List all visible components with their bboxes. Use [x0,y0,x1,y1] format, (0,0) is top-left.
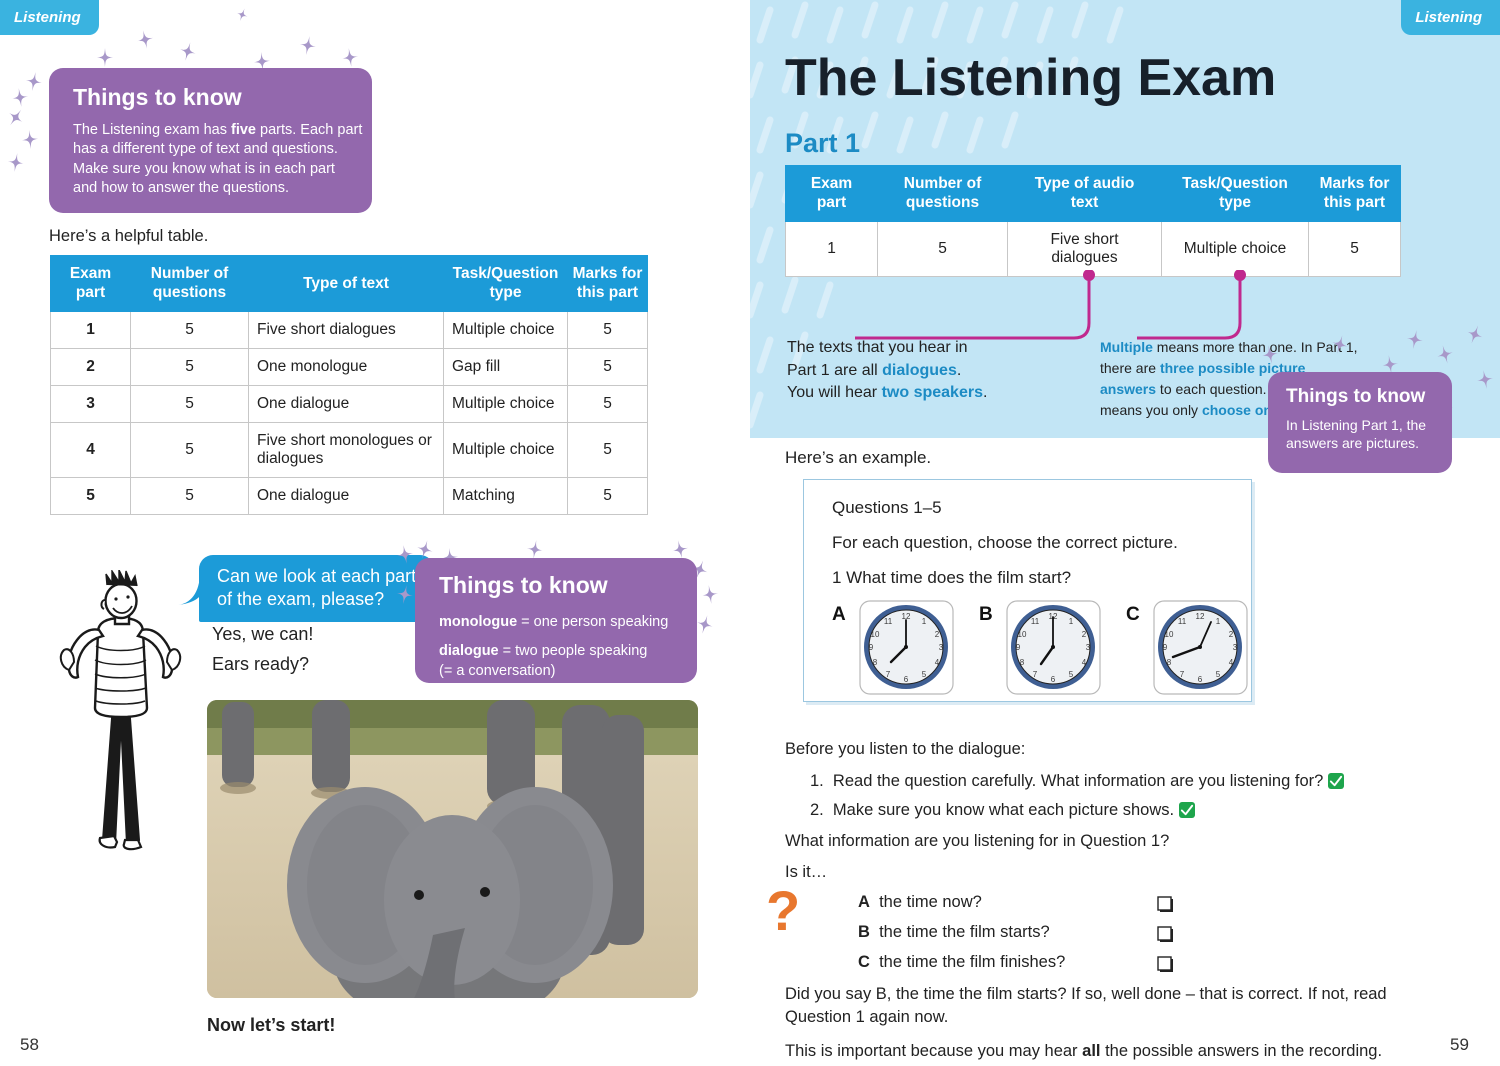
svg-text:?: ? [766,882,800,942]
svg-text:5: 5 [1069,670,1074,679]
svg-text:9: 9 [1163,643,1168,652]
svg-text:11: 11 [1031,617,1040,626]
svg-text:4: 4 [1082,658,1087,667]
svg-text:1: 1 [922,617,927,626]
svg-text:6: 6 [1198,675,1203,684]
svg-text:3: 3 [1086,643,1091,652]
svg-text:6: 6 [1051,675,1056,684]
svg-text:2: 2 [935,630,940,639]
svg-text:12: 12 [1196,612,1205,621]
svg-text:9: 9 [1016,643,1021,652]
svg-text:4: 4 [1229,658,1234,667]
svg-text:7: 7 [1180,670,1185,679]
svg-text:7: 7 [1033,670,1038,679]
svg-text:4: 4 [935,658,940,667]
svg-text:1: 1 [1069,617,1074,626]
svg-text:10: 10 [1165,630,1174,639]
svg-text:9: 9 [869,643,874,652]
svg-text:11: 11 [1178,617,1187,626]
svg-text:7: 7 [886,670,891,679]
svg-text:8: 8 [1020,658,1025,667]
svg-text:3: 3 [939,643,944,652]
svg-text:11: 11 [884,617,893,626]
svg-text:5: 5 [922,670,927,679]
svg-text:1: 1 [1216,617,1221,626]
svg-text:3: 3 [1233,643,1238,652]
svg-text:8: 8 [1167,658,1172,667]
svg-text:10: 10 [871,630,880,639]
svg-text:2: 2 [1082,630,1087,639]
svg-text:2: 2 [1229,630,1234,639]
svg-text:8: 8 [873,658,878,667]
svg-text:6: 6 [904,675,909,684]
svg-text:10: 10 [1018,630,1027,639]
svg-text:5: 5 [1216,670,1221,679]
